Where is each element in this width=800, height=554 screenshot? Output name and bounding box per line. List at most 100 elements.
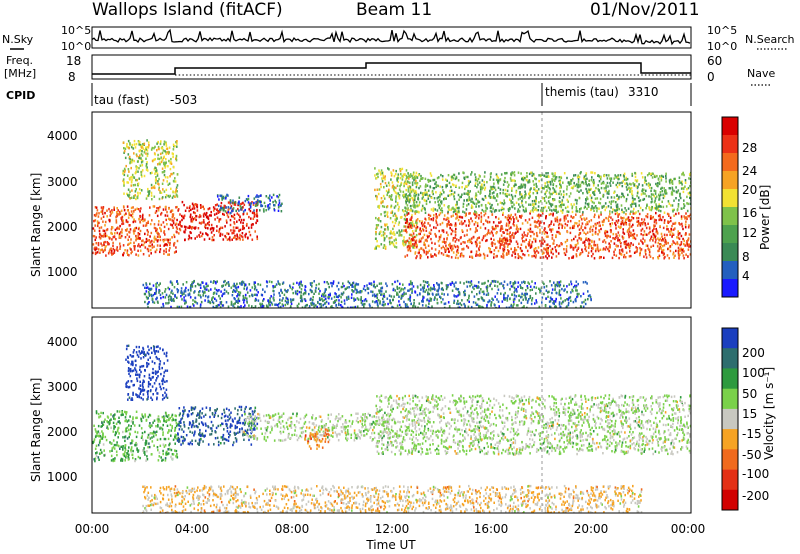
power-cell	[585, 187, 587, 191]
power-cell	[563, 284, 565, 288]
power-cell	[584, 302, 587, 306]
power-cell	[616, 211, 618, 214]
power-cell	[613, 191, 615, 194]
power-cell	[505, 240, 507, 243]
power-cell	[680, 187, 683, 190]
power-cell	[604, 190, 607, 193]
power-cell	[622, 236, 625, 239]
power-cell	[660, 187, 662, 190]
power-cell	[123, 147, 125, 150]
power-cell	[688, 233, 691, 236]
power-cell	[687, 255, 689, 258]
power-cell	[380, 213, 382, 216]
power-cell	[478, 247, 480, 250]
power-cell	[415, 229, 417, 232]
power-cell	[407, 224, 410, 227]
power-cell	[521, 292, 523, 295]
power-cell	[613, 242, 616, 245]
power-cell	[195, 218, 197, 222]
power-cell	[474, 230, 477, 234]
power-cell	[155, 248, 158, 251]
power-cell	[249, 289, 252, 292]
power-cell	[667, 213, 670, 216]
power-cell	[540, 241, 543, 245]
power-cell	[626, 217, 629, 221]
power-cell	[391, 210, 394, 213]
power-cell	[644, 249, 647, 252]
power-cell	[627, 245, 630, 248]
power-cell	[429, 179, 432, 182]
power-cell	[544, 227, 546, 230]
power-cell	[136, 237, 138, 240]
power-cell	[541, 236, 543, 239]
power-cell	[384, 178, 386, 181]
power-cell	[406, 204, 409, 207]
power-cell	[448, 305, 451, 308]
power-cell	[637, 196, 640, 199]
power-cell	[623, 232, 626, 235]
power-cell	[253, 282, 256, 286]
power-cell	[130, 248, 132, 251]
power-cell	[122, 179, 124, 183]
power-cell	[625, 178, 628, 182]
power-cell	[159, 205, 161, 209]
power-cell	[571, 256, 573, 259]
power-cell	[485, 239, 487, 243]
power-cell	[643, 218, 646, 221]
power-cell	[112, 252, 114, 255]
power-cell	[167, 227, 170, 231]
power-cell	[625, 199, 628, 203]
power-cell	[683, 206, 685, 209]
power-cell	[411, 220, 414, 223]
power-cell	[545, 235, 548, 238]
power-cell	[158, 197, 161, 201]
power-cell	[559, 190, 562, 193]
power-cell	[160, 140, 162, 143]
date-label: 01/Nov/2011	[590, 0, 700, 20]
power-cell	[468, 193, 470, 196]
power-cell	[292, 282, 295, 285]
power-cell	[681, 249, 683, 252]
power-cell	[378, 206, 380, 209]
power-cell	[100, 226, 103, 229]
power-cell	[121, 215, 124, 219]
power-cell	[598, 216, 600, 219]
power-cell	[440, 193, 443, 196]
power-cell	[441, 282, 443, 285]
power-cell	[191, 220, 194, 223]
power-cell	[365, 299, 368, 303]
power-cell	[545, 217, 547, 220]
power-cell	[574, 235, 577, 238]
power-cell	[446, 225, 448, 228]
power-cell	[269, 304, 271, 307]
power-cell	[184, 231, 186, 234]
power-cell	[642, 237, 644, 240]
power-cell	[183, 225, 186, 228]
power-cell	[253, 197, 256, 200]
power-cell	[588, 190, 590, 194]
power-cell	[574, 245, 577, 249]
power-cell	[240, 206, 243, 209]
power-cell	[636, 216, 638, 220]
power-cell	[384, 214, 386, 218]
power-cell	[679, 194, 681, 198]
power-cell	[497, 180, 499, 184]
power-cell	[554, 209, 556, 212]
power-cell	[566, 239, 568, 242]
power-cell	[621, 210, 624, 214]
power-cell	[507, 214, 510, 217]
power-cell	[243, 227, 245, 230]
power-cell	[421, 204, 424, 208]
power-cell	[496, 193, 499, 196]
power-cell	[636, 191, 639, 195]
power-cell	[542, 197, 544, 200]
power-cell	[632, 229, 635, 232]
power-cell	[188, 306, 191, 308]
power-cell	[621, 219, 624, 223]
power-cell	[153, 223, 156, 226]
power-cell	[525, 201, 527, 204]
power-cell	[511, 254, 513, 257]
power-cell	[478, 236, 480, 239]
power-cell	[379, 182, 382, 186]
power-cell	[609, 181, 611, 185]
